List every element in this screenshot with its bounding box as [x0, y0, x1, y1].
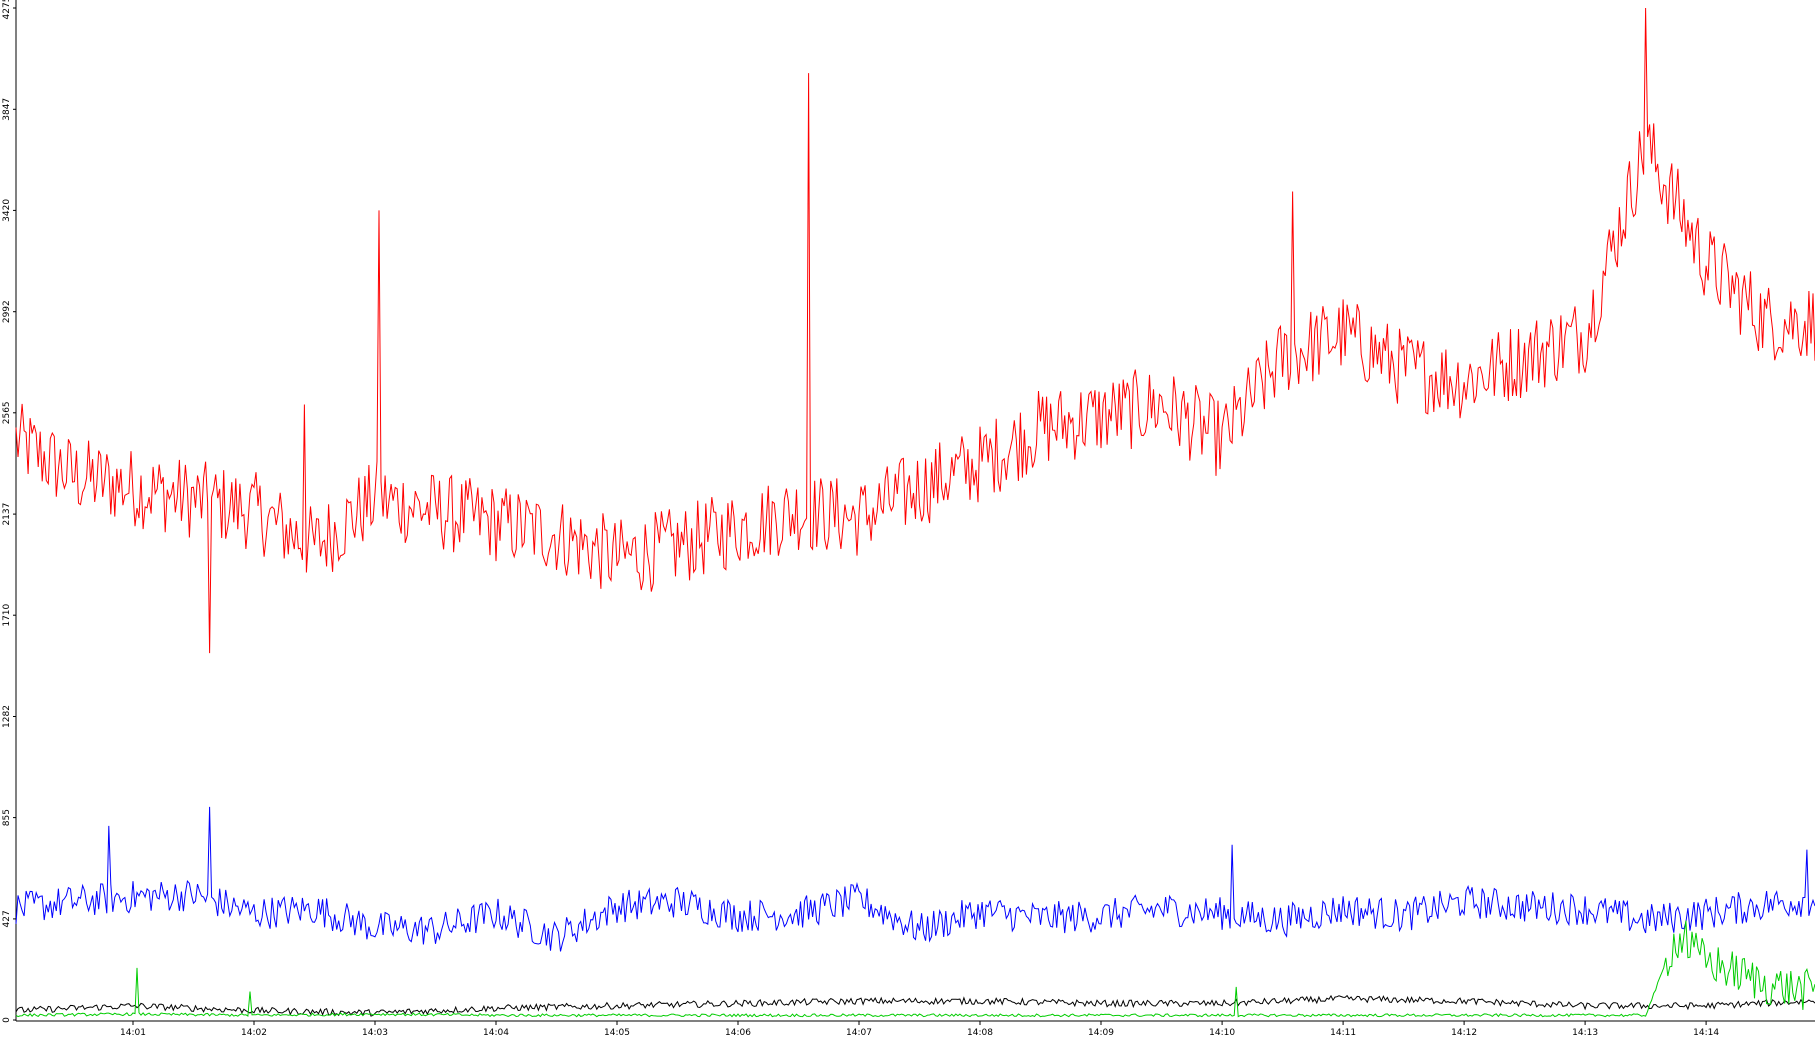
x-tick-label: 14:14 — [1693, 1028, 1719, 1038]
y-tick-label: 3420 — [2, 199, 12, 222]
x-tick-label: 14:01 — [120, 1028, 146, 1038]
x-tick-label: 14:03 — [362, 1028, 388, 1038]
y-tick-label: 1710 — [2, 603, 12, 626]
x-tick-label: 14:02 — [241, 1028, 267, 1038]
x-tick-label: 14:05 — [604, 1028, 630, 1038]
y-tick-label: 3847 — [2, 98, 12, 121]
x-tick-label: 14:06 — [725, 1028, 751, 1038]
y-tick-label: 0 — [2, 1017, 12, 1023]
series-line-3 — [15, 920, 1815, 1018]
y-tick-label: 1282 — [2, 705, 12, 728]
x-tick-label: 14:09 — [1088, 1028, 1114, 1038]
x-tick-label: 14:12 — [1451, 1028, 1477, 1038]
y-tick-label: 4275 — [2, 0, 12, 19]
y-tick-label: 855 — [2, 809, 12, 826]
series-line-1 — [15, 806, 1815, 952]
x-tick-label: 14:10 — [1209, 1028, 1235, 1038]
y-axis-ticks: 0 427 855 1282 1710 2137 2565 2992 3420 3847 4275 — [2, 0, 16, 1023]
series-line-2 — [15, 994, 1815, 1017]
x-tick-label: 14:11 — [1330, 1028, 1356, 1038]
y-tick-label: 2992 — [2, 300, 12, 323]
x-tick-label: 14:13 — [1572, 1028, 1598, 1038]
y-tick-label: 2137 — [2, 503, 12, 526]
x-tick-label: 14:04 — [483, 1028, 509, 1038]
series-line-0 — [15, 7, 1815, 654]
x-tick-label: 14:07 — [846, 1028, 872, 1038]
y-tick-label: 2565 — [2, 401, 12, 424]
x-axis-ticks: 14:01 14:02 14:03 14:04 14:05 14:06 14:07 14:08… — [120, 1021, 1719, 1038]
series-layer — [15, 7, 1815, 1018]
y-tick-label: 427 — [2, 910, 12, 927]
x-tick-label: 14:08 — [967, 1028, 993, 1038]
